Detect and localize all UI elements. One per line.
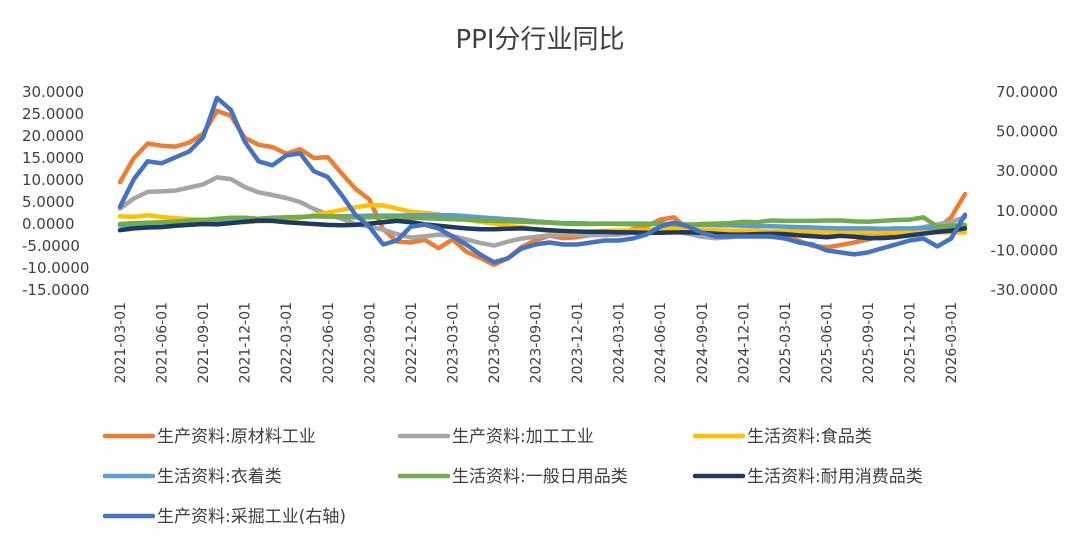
x-axis-tick-label: 2024-09-01 <box>695 302 711 383</box>
x-axis-tick-label: 2024-03-01 <box>612 302 628 383</box>
legend-label: 生产资料:加工工业 <box>452 427 594 447</box>
right-axis-tick-label: -30.0000 <box>991 281 1058 299</box>
left-axis-tick-label: 20.0000 <box>22 127 84 145</box>
x-axis-tick-label: 2023-12-01 <box>570 302 586 383</box>
x-axis: 2021-03-01 2021-06-01 2021-09-01 2021-12-01… <box>113 302 960 383</box>
legend-label: 生活资料:一般日用品类 <box>452 467 628 487</box>
x-axis-tick-label: 2023-03-01 <box>446 302 462 383</box>
right-axis-tick-label: 10.0000 <box>996 202 1058 220</box>
right-axis-tick-label: -10.0000 <box>991 241 1058 259</box>
left-axis-tick-label: 25.0000 <box>22 105 84 123</box>
x-axis-tick-label: 2022-09-01 <box>362 302 378 383</box>
left-y-axis: 30.0000 25.0000 20.0000 15.0000 10.0000 5.000… <box>22 83 89 299</box>
left-axis-tick-label: -5.0000 <box>22 237 80 255</box>
right-axis-tick-label: 30.0000 <box>996 162 1058 180</box>
x-axis-tick-label: 2024-12-01 <box>736 302 752 383</box>
x-axis-tick-label: 2022-12-01 <box>404 302 420 383</box>
legend-label: 生产资料:采掘工业(右轴) <box>157 507 346 527</box>
x-axis-tick-label: 2025-06-01 <box>820 302 836 383</box>
x-axis-tick-label: 2022-06-01 <box>321 302 337 383</box>
x-axis-tick-label: 2021-06-01 <box>155 302 171 383</box>
series-line <box>117 218 968 241</box>
right-y-axis: 70.0000 50.0000 30.0000 10.0000 -10.0000 -30.… <box>991 83 1058 299</box>
x-axis-tick-label: 2021-12-01 <box>238 302 254 383</box>
x-axis-tick-label: 2025-12-01 <box>903 302 919 383</box>
right-axis-tick-label: 50.0000 <box>996 123 1058 141</box>
left-axis-tick-label: -10.0000 <box>22 259 89 277</box>
legend-label: 生活资料:衣着类 <box>157 467 282 487</box>
left-axis-tick-label: -15.0000 <box>22 281 89 299</box>
x-axis-tick-label: 2024-06-01 <box>653 302 669 383</box>
x-axis-tick-label: 2026-03-01 <box>944 302 960 383</box>
x-axis-tick-label: 2025-09-01 <box>861 302 877 383</box>
left-axis-tick-label: 5.0000 <box>22 193 75 211</box>
left-axis-tick-label: 15.0000 <box>22 149 84 167</box>
x-axis-tick-label: 2022-03-01 <box>279 302 295 383</box>
x-axis-tick-label: 2021-03-01 <box>113 302 129 383</box>
series-line <box>117 95 968 265</box>
legend-label: 生活资料:食品类 <box>747 427 872 447</box>
x-axis-tick-label: 2023-09-01 <box>529 302 545 383</box>
chart-title: PPI分行业同比 <box>455 25 624 55</box>
right-axis-tick-label: 70.0000 <box>996 83 1058 101</box>
x-axis-tick-label: 2025-03-01 <box>778 302 794 383</box>
left-axis-tick-label: 10.0000 <box>22 171 84 189</box>
x-axis-tick-label: 2023-06-01 <box>487 302 503 383</box>
left-axis-tick-label: 30.0000 <box>22 83 84 101</box>
left-axis-tick-label: 0.0000 <box>22 215 75 233</box>
x-axis-tick-label: 2021-09-01 <box>196 302 212 383</box>
legend-label: 生产资料:原材料工业 <box>157 427 316 447</box>
legend-label: 生活资料:耐用消费品类 <box>747 467 923 487</box>
series-lines <box>117 95 968 268</box>
